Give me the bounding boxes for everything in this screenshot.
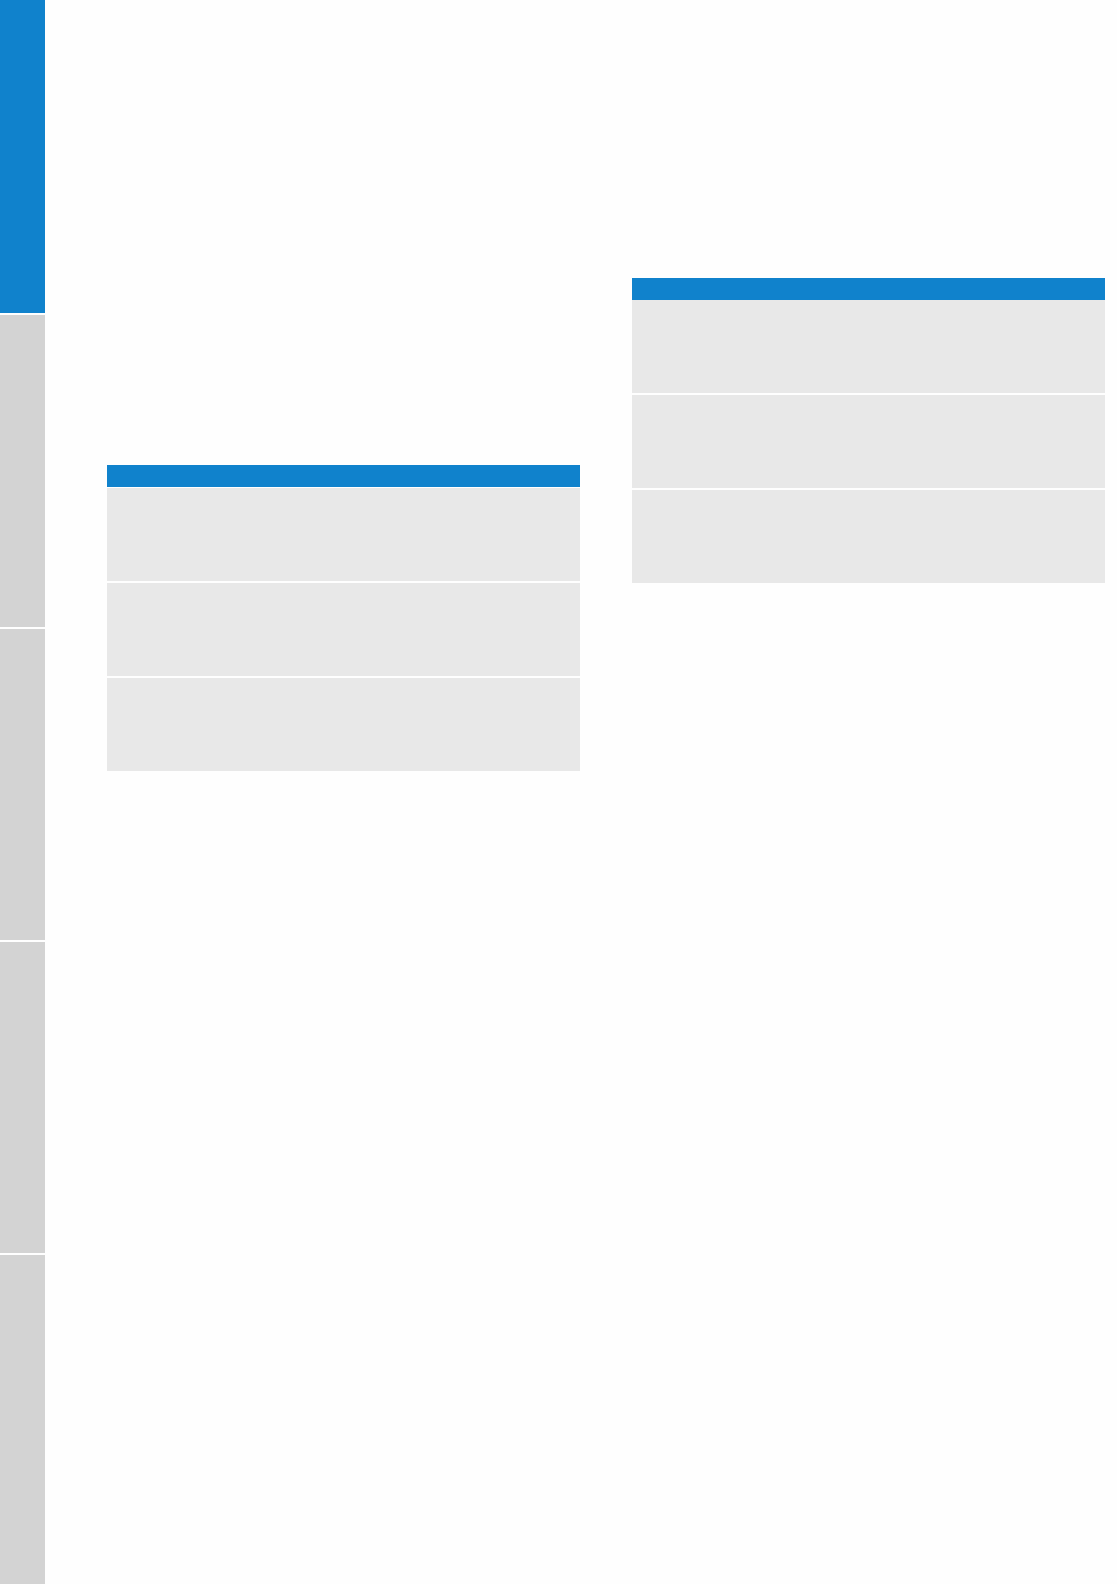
- side-tab-5[interactable]: [0, 1255, 45, 1584]
- table-row: [107, 583, 580, 676]
- side-tab-1[interactable]: [0, 0, 45, 313]
- side-tab-2[interactable]: [0, 315, 45, 627]
- table-row: [107, 678, 580, 771]
- table-row: [632, 300, 1105, 393]
- table-right: [632, 278, 1105, 583]
- table-row: [107, 488, 580, 581]
- table-row: [632, 395, 1105, 488]
- table-row: [632, 490, 1105, 583]
- side-tab-4[interactable]: [0, 942, 45, 1253]
- side-tab-3[interactable]: [0, 629, 45, 940]
- table-header: [632, 278, 1105, 300]
- table-header: [107, 465, 580, 487]
- table-left: [107, 465, 580, 771]
